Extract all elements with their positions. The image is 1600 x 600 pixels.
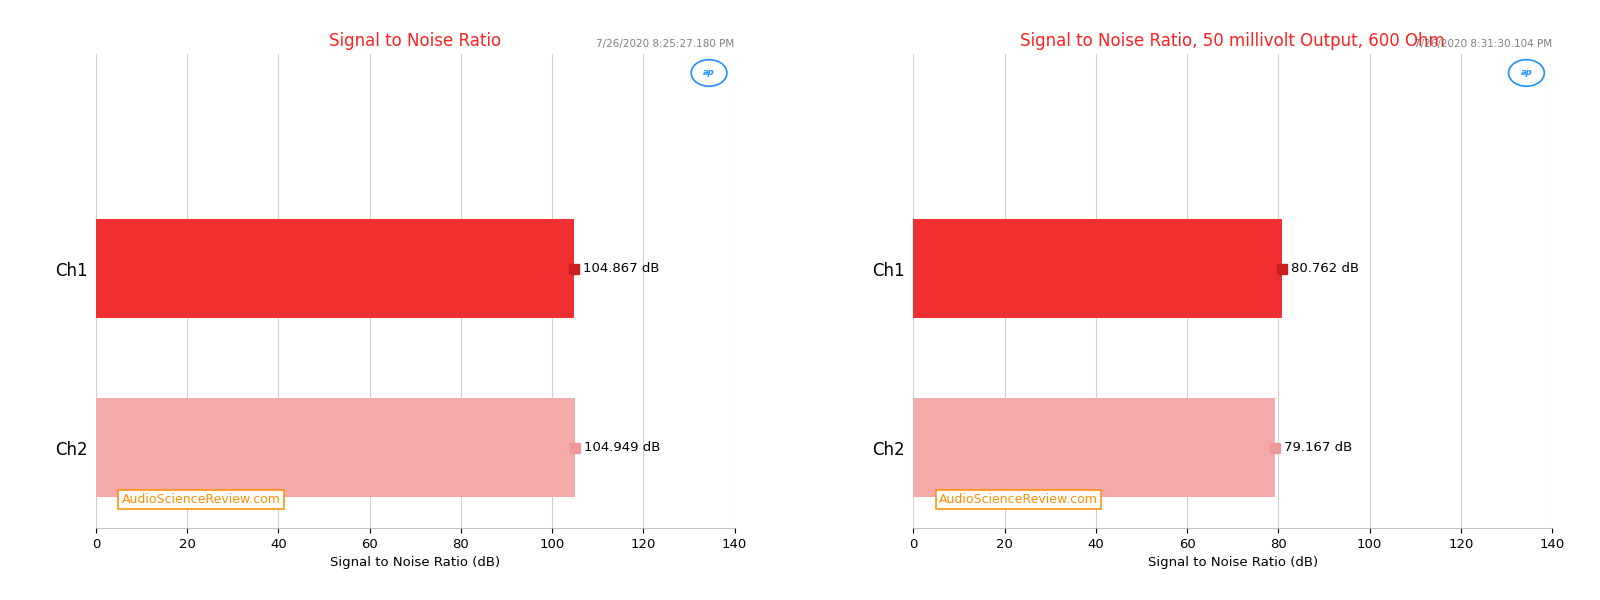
Text: 7/26/2020 8:25:27.180 PM: 7/26/2020 8:25:27.180 PM [597,39,734,49]
Circle shape [691,59,726,86]
X-axis label: Signal to Noise Ratio (dB): Signal to Noise Ratio (dB) [1147,556,1318,569]
Title: Signal to Noise Ratio: Signal to Noise Ratio [330,32,501,50]
Bar [96,398,574,497]
Bar [96,220,574,318]
Text: ap: ap [1520,68,1533,77]
Text: 104.949 dB: 104.949 dB [584,441,661,454]
Text: ap: ap [704,68,715,77]
Text: 104.867 dB: 104.867 dB [584,262,659,275]
Circle shape [1509,59,1544,86]
Text: AudioScienceReview.com: AudioScienceReview.com [122,493,280,506]
Text: AudioScienceReview.com: AudioScienceReview.com [939,493,1098,506]
Bar [914,398,1275,497]
Text: 79.167 dB: 79.167 dB [1283,441,1352,454]
Bar [914,220,1282,318]
Text: 80.762 dB: 80.762 dB [1291,262,1358,275]
Text: 7/26/2020 8:31:30.104 PM: 7/26/2020 8:31:30.104 PM [1414,39,1552,49]
X-axis label: Signal to Noise Ratio (dB): Signal to Noise Ratio (dB) [330,556,501,569]
Title: Signal to Noise Ratio, 50 millivolt Output, 600 Ohm: Signal to Noise Ratio, 50 millivolt Outp… [1021,32,1445,50]
